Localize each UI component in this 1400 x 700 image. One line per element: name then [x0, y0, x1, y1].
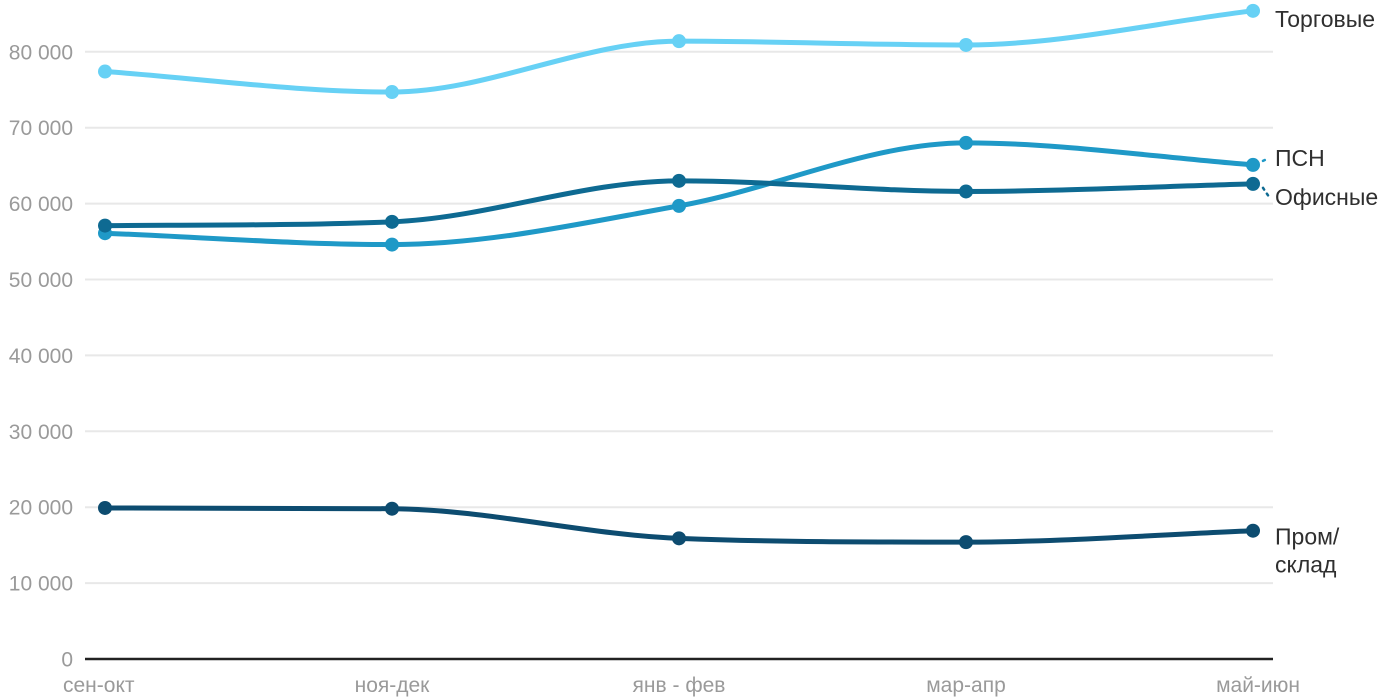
data-point-prom-sklad-4[interactable] [959, 535, 973, 550]
data-point-psn-2[interactable] [385, 237, 399, 252]
data-point-ofisnye-4[interactable] [959, 184, 973, 199]
y-axis-tick-label-30000: 30 000 [9, 421, 73, 444]
series-label-ofisnye: Офисные [1275, 184, 1378, 210]
y-axis-tick-label-40000: 40 000 [9, 345, 73, 368]
data-point-prom-sklad-3[interactable] [672, 531, 686, 546]
x-axis-label-2: ноя-дек [355, 674, 431, 697]
series-line-psn [102, 140, 1256, 248]
data-point-ofisnye-1[interactable] [98, 218, 112, 233]
data-point-torgovye-3[interactable] [672, 34, 686, 49]
data-point-torgovye-1[interactable] [98, 64, 112, 79]
y-axis-tick-label-50000: 50 000 [9, 269, 73, 292]
data-point-ofisnye-2[interactable] [385, 214, 399, 229]
y-axis-tick-label-10000: 10 000 [9, 573, 73, 596]
x-axis-label-3: янв - фев [633, 674, 726, 697]
data-point-psn-4[interactable] [959, 135, 973, 150]
data-point-torgovye-2[interactable] [385, 85, 399, 100]
series-label-connector-ofisnye [1261, 186, 1271, 199]
series-label-psn: ПСН [1275, 145, 1325, 171]
y-axis-tick-label-70000: 70 000 [9, 117, 73, 140]
y-axis-tick-label-20000: 20 000 [9, 497, 73, 520]
data-point-psn-3[interactable] [672, 198, 686, 213]
data-point-ofisnye-5[interactable] [1246, 176, 1260, 191]
x-axis-label-5: май-июн [1216, 674, 1300, 697]
data-point-torgovye-4[interactable] [959, 37, 973, 52]
data-point-torgovye-5[interactable] [1246, 3, 1260, 18]
data-point-prom-sklad-2[interactable] [385, 501, 399, 516]
y-axis-tick-label-0: 0 [61, 649, 73, 672]
y-axis-tick-label-80000: 80 000 [9, 41, 73, 64]
data-point-psn-5[interactable] [1246, 157, 1260, 172]
series-label-connector-psn [1261, 156, 1271, 163]
x-axis-label-4: мар-апр [926, 674, 1006, 697]
series-label-torgovye: Торговые [1275, 6, 1375, 32]
data-point-ofisnye-3[interactable] [672, 173, 686, 188]
y-axis-tick-label-60000: 60 000 [9, 193, 73, 216]
data-point-prom-sklad-1[interactable] [98, 500, 112, 515]
series-label-prom-sklad-line2: склад [1275, 552, 1337, 578]
series-label-prom-sklad-line1: Пром/ [1275, 524, 1340, 550]
x-axis-label-1: сен-окт [63, 674, 135, 697]
data-point-prom-sklad-5[interactable] [1246, 523, 1260, 538]
